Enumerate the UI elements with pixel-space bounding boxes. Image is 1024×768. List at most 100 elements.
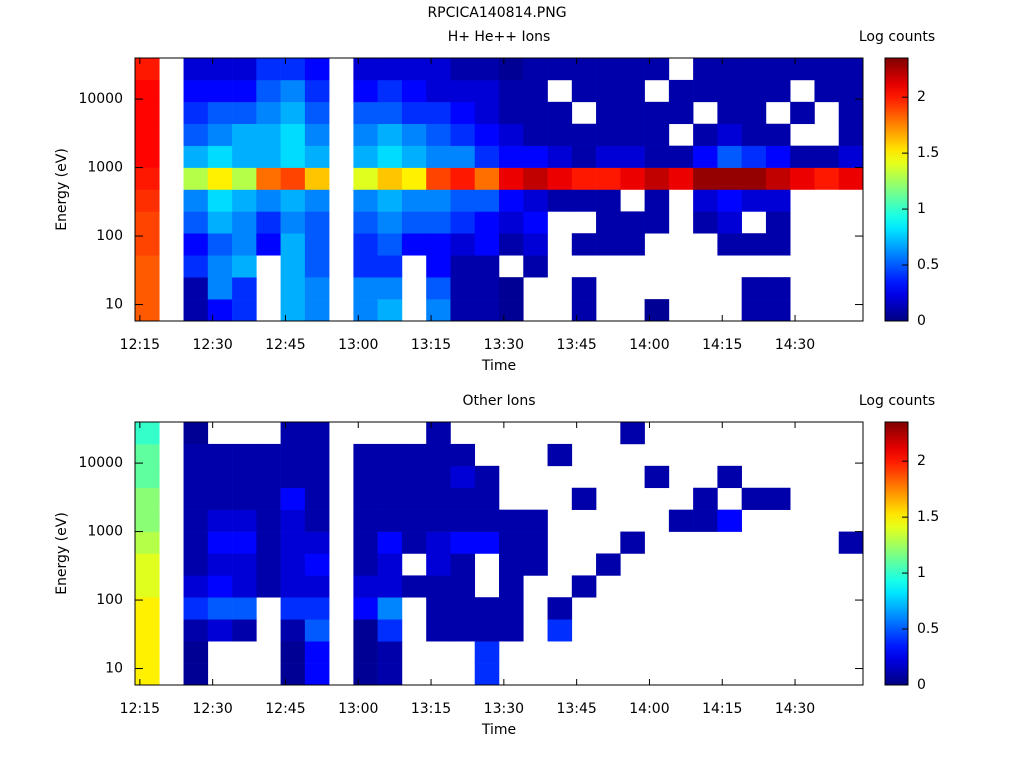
spectrogram-cell bbox=[523, 123, 548, 146]
spectrogram-cell bbox=[644, 189, 670, 212]
spectrogram-cell bbox=[232, 465, 257, 489]
colorbar-tick-label: 0.5 bbox=[917, 257, 939, 273]
colorbar bbox=[885, 422, 908, 685]
spectrogram-cell bbox=[523, 145, 548, 168]
spectrogram-cell bbox=[377, 167, 403, 190]
spectrogram-cell bbox=[280, 167, 306, 190]
x-tick-label: 14:30 bbox=[775, 701, 815, 717]
spectrogram-cell bbox=[135, 422, 160, 445]
x-tick-label: 13:45 bbox=[556, 701, 596, 717]
spectrogram-cell bbox=[135, 553, 160, 576]
spectrogram-cell bbox=[353, 663, 378, 686]
spectrogram-cell bbox=[620, 167, 645, 190]
x-tick-label: 14:30 bbox=[775, 337, 815, 353]
spectrogram-cell bbox=[741, 123, 767, 146]
spectrogram-cell bbox=[353, 58, 378, 81]
spectrogram-cell bbox=[717, 79, 742, 103]
spectrogram-cell bbox=[426, 443, 451, 467]
spectrogram-cell bbox=[765, 79, 791, 103]
spectrogram-cell bbox=[450, 233, 476, 256]
spectrogram-cell bbox=[280, 443, 306, 467]
spectrogram-cell bbox=[668, 167, 694, 190]
spectrogram-cell bbox=[280, 189, 306, 212]
spectrogram-cell bbox=[620, 123, 645, 146]
colorbar-label: Log counts bbox=[859, 393, 935, 409]
spectrogram-cell bbox=[353, 553, 378, 576]
spectrogram-cell bbox=[426, 465, 451, 489]
spectrogram-cell bbox=[353, 509, 378, 532]
spectrogram-cell bbox=[474, 619, 500, 642]
spectrogram-cell bbox=[620, 211, 645, 234]
spectrogram-cell bbox=[377, 145, 403, 168]
spectrogram-cell bbox=[620, 233, 645, 256]
spectrogram-cell bbox=[474, 189, 500, 212]
spectrogram-cell bbox=[135, 211, 160, 234]
spectrogram-cell bbox=[765, 167, 791, 190]
spectrogram-cell bbox=[450, 597, 476, 620]
spectrogram-cell bbox=[280, 58, 306, 81]
spectrogram-cell bbox=[620, 145, 645, 168]
spectrogram-cell bbox=[353, 299, 378, 322]
spectrogram-cell bbox=[693, 487, 718, 510]
x-tick-label: 13:15 bbox=[411, 701, 451, 717]
spectrogram-cell bbox=[207, 58, 233, 81]
spectrogram-cell bbox=[765, 123, 791, 146]
spectrogram-cell bbox=[523, 233, 548, 256]
spectrogram-cell bbox=[426, 79, 451, 103]
spectrogram-cell bbox=[135, 465, 160, 489]
spectrogram-cell bbox=[838, 101, 864, 125]
spectrogram-cell bbox=[450, 487, 476, 510]
spectrogram-cell bbox=[353, 641, 378, 664]
spectrogram-cell bbox=[232, 575, 257, 598]
colorbar-tick-label: 0 bbox=[917, 313, 926, 329]
spectrogram-cell bbox=[790, 167, 815, 190]
spectrogram-cell bbox=[353, 277, 378, 300]
spectrogram-cell bbox=[183, 123, 209, 146]
x-tick-label: 14:00 bbox=[629, 701, 669, 717]
spectrogram-cell bbox=[450, 101, 476, 125]
spectrogram-cell bbox=[474, 101, 500, 125]
spectrogram-cell bbox=[499, 575, 524, 598]
spectrogram-cell bbox=[353, 145, 378, 168]
spectrogram-cell bbox=[450, 277, 476, 300]
spectrogram-cell bbox=[183, 663, 209, 686]
x-tick-label: 13:30 bbox=[484, 337, 524, 353]
spectrogram-cell bbox=[135, 663, 160, 686]
spectrogram-cell bbox=[838, 123, 864, 146]
spectrogram-cell bbox=[280, 123, 306, 146]
spectrogram-cell bbox=[377, 531, 403, 554]
spectrogram-cell bbox=[280, 145, 306, 168]
spectrogram-cell bbox=[256, 167, 281, 190]
spectrogram-cell bbox=[256, 443, 281, 467]
spectrogram-cell bbox=[838, 58, 864, 81]
spectrogram-cell bbox=[426, 422, 451, 445]
spectrogram-cell bbox=[426, 299, 451, 322]
spectrogram-cell bbox=[183, 487, 209, 510]
spectrogram-cell bbox=[377, 255, 403, 278]
spectrogram-cell bbox=[571, 189, 597, 212]
x-tick-label: 12:30 bbox=[192, 701, 232, 717]
y-tick-label: 1000 bbox=[87, 524, 123, 540]
spectrogram-cell bbox=[377, 101, 403, 125]
spectrogram-cell bbox=[717, 101, 742, 125]
spectrogram-cell bbox=[280, 233, 306, 256]
spectrogram-cell bbox=[790, 101, 815, 125]
spectrogram-cell bbox=[207, 233, 233, 256]
y-tick-label: 100 bbox=[96, 592, 123, 608]
spectrogram-cell bbox=[353, 79, 378, 103]
spectrogram-cell bbox=[183, 58, 209, 81]
spectrogram-cell bbox=[304, 79, 330, 103]
spectrogram-cell bbox=[450, 79, 476, 103]
spectrogram-cell bbox=[450, 58, 476, 81]
spectrogram-cell bbox=[353, 597, 378, 620]
spectrogram-cell bbox=[426, 167, 451, 190]
spectrogram-cell bbox=[207, 619, 233, 642]
spectrogram-cell bbox=[280, 79, 306, 103]
spectrogram-cell bbox=[256, 189, 281, 212]
spectrogram-cell bbox=[571, 123, 597, 146]
spectrogram-cell bbox=[450, 553, 476, 576]
colorbar-tick-label: 0.5 bbox=[917, 621, 939, 637]
colorbar-label: Log counts bbox=[859, 29, 935, 45]
spectrogram-cell bbox=[304, 575, 330, 598]
